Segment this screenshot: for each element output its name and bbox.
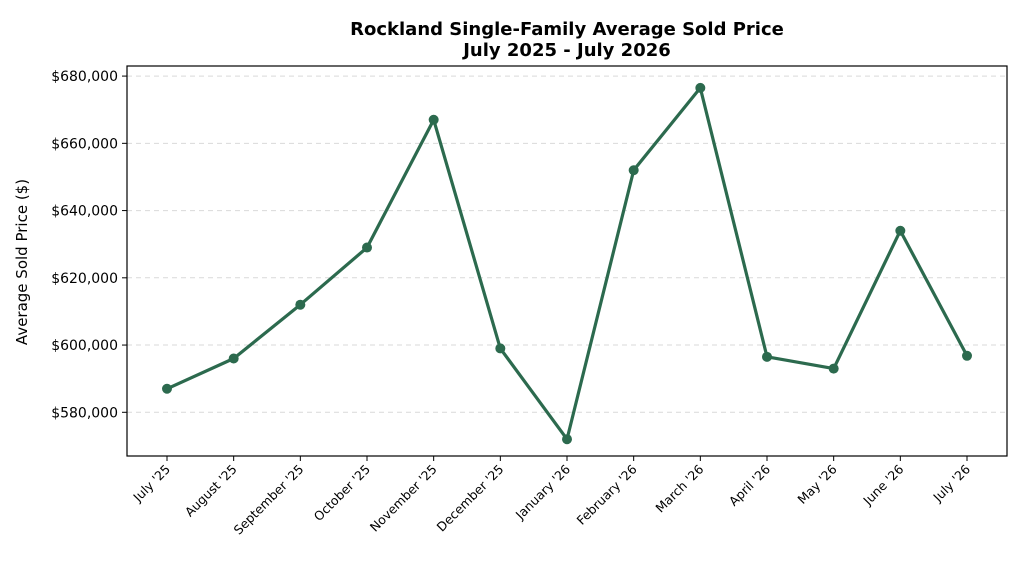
x-tick-label: August '25 [182, 462, 240, 520]
y-tick-label: $640,000 [51, 204, 118, 220]
x-tick-label: December '25 [434, 462, 507, 535]
y-tick-label: $600,000 [51, 338, 118, 354]
data-point [695, 82, 706, 93]
x-tick-label: September '25 [230, 462, 306, 538]
y-axis-ticks: $580,000 $600,000 $620,000 $640,000 $660,000… [51, 69, 127, 421]
x-tick-label: April '26 [726, 461, 773, 508]
x-tick-label: July '25 [129, 462, 173, 506]
chart-title: Rockland Single-Family Average Sold Pric… [350, 19, 784, 40]
x-tick-label: July '26 [929, 461, 973, 505]
plot-frame [126, 65, 1008, 457]
x-tick-label: February '26 [574, 461, 640, 527]
x-tick-label: November '25 [367, 462, 440, 535]
data-point [628, 165, 639, 176]
data-point [762, 351, 772, 362]
data-point [962, 350, 972, 361]
data-point [228, 353, 239, 364]
y-tick-label: $660,000 [51, 136, 118, 152]
grid-lines [127, 75, 1007, 413]
x-tick-label: October '25 [311, 462, 373, 524]
y-tick-label: $680,000 [51, 69, 118, 85]
x-tick-label: March '26 [652, 461, 706, 515]
x-tick-label: May '26 [794, 461, 839, 506]
y-tick-label: $620,000 [51, 271, 118, 287]
data-point [295, 299, 306, 310]
x-tick-label: June '26 [859, 461, 906, 508]
data-point [495, 343, 506, 354]
data-points [162, 82, 972, 445]
data-point [428, 114, 439, 125]
data-point [828, 363, 839, 374]
series-line [165, 86, 969, 441]
y-tick-label: $580,000 [51, 405, 118, 421]
data-point [562, 434, 572, 445]
chart-subtitle: July 2025 - July 2026 [461, 40, 671, 61]
data-point [162, 383, 172, 394]
y-axis-label: Average Sold Price ($) [13, 179, 31, 345]
x-tick-label: January '26 [512, 461, 573, 522]
data-point [362, 242, 372, 253]
data-point [895, 225, 906, 236]
